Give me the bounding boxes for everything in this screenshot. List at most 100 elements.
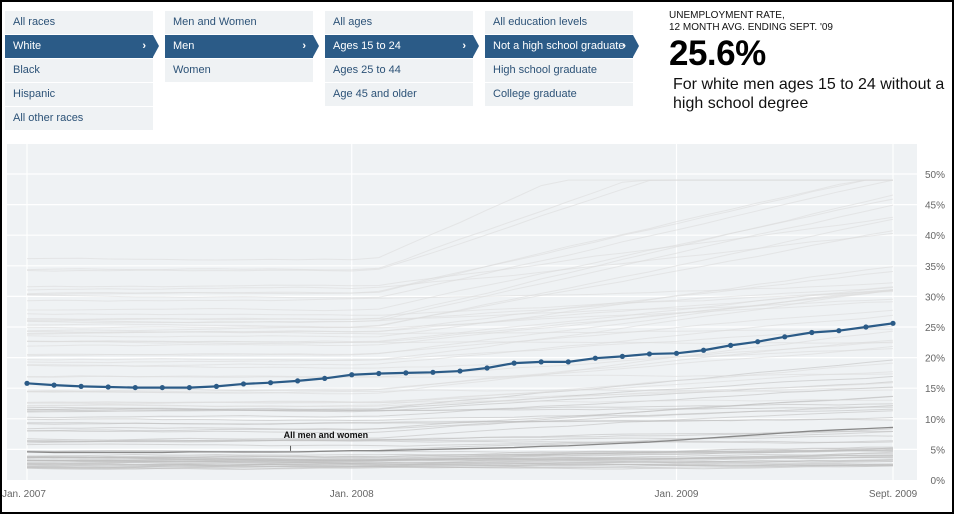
y-tick-label: 5% xyxy=(931,445,946,456)
age-option[interactable]: Ages 25 to 44 xyxy=(325,59,473,82)
background-series-line xyxy=(26,348,894,369)
data-point[interactable] xyxy=(565,359,571,365)
data-point[interactable] xyxy=(809,329,815,336)
reference-line xyxy=(26,426,894,454)
age-option-label: Ages 25 to 44 xyxy=(333,64,401,76)
data-point[interactable] xyxy=(51,382,57,388)
y-tick-label: 20% xyxy=(925,354,945,365)
background-series-line xyxy=(26,430,893,442)
education-option[interactable]: High school graduate xyxy=(485,59,633,82)
sex-option[interactable]: Men › xyxy=(165,35,319,58)
x-tick-label: Sept. 2009 xyxy=(869,489,918,500)
data-point[interactable] xyxy=(484,365,490,371)
background-series-line xyxy=(26,325,894,361)
chevron-right-icon: › xyxy=(622,40,626,52)
x-tick-label: Jan. 2009 xyxy=(655,489,699,500)
data-point[interactable] xyxy=(457,368,463,374)
data-point[interactable] xyxy=(403,370,409,376)
y-tick-label: 0% xyxy=(931,476,946,487)
data-point[interactable] xyxy=(349,372,355,378)
background-series-line xyxy=(26,286,894,324)
y-tick-label: 30% xyxy=(925,292,945,303)
data-point[interactable] xyxy=(782,334,788,340)
background-series-line xyxy=(26,465,894,470)
data-point[interactable] xyxy=(646,351,653,357)
background-series-line xyxy=(26,439,894,444)
education-option[interactable]: All education levels xyxy=(485,11,633,34)
education-filter-menu: All education levels Not a high school gr… xyxy=(485,11,639,107)
data-point[interactable] xyxy=(267,380,274,386)
race-option[interactable]: All other races xyxy=(5,107,153,130)
education-option[interactable]: College graduate xyxy=(485,83,633,106)
background-series-line xyxy=(26,399,894,405)
age-option[interactable]: All ages xyxy=(325,11,473,34)
data-point[interactable] xyxy=(376,370,382,377)
y-tick-label: 40% xyxy=(925,231,945,242)
data-point[interactable] xyxy=(673,350,680,356)
summary-label-line2: 12 MONTH AVG. ENDING SEPT. '09 xyxy=(669,22,833,33)
race-option[interactable]: Hispanic xyxy=(5,83,153,106)
data-point[interactable] xyxy=(619,353,625,359)
background-series-line xyxy=(26,216,894,288)
background-series-line xyxy=(26,266,894,338)
race-filter-menu: All races White › Black Hispanic All other ra… xyxy=(5,11,159,131)
education-option-label: High school graduate xyxy=(493,64,597,76)
background-series-line xyxy=(26,449,894,457)
background-series-line xyxy=(26,282,894,302)
data-point[interactable] xyxy=(295,378,301,384)
sex-option[interactable]: Women xyxy=(165,59,313,82)
background-series-line xyxy=(26,459,894,466)
background-series-line xyxy=(26,291,894,316)
y-tick-label: 50% xyxy=(925,170,945,181)
data-point[interactable] xyxy=(836,328,842,334)
data-point[interactable] xyxy=(538,359,544,365)
summary-label-line1: UNEMPLOYMENT RATE, xyxy=(669,10,785,21)
data-point[interactable] xyxy=(213,383,220,389)
data-point[interactable] xyxy=(132,384,138,391)
data-point[interactable] xyxy=(105,384,111,390)
education-option[interactable]: Not a high school graduate › xyxy=(485,35,639,58)
background-series-line xyxy=(26,408,894,422)
data-point[interactable] xyxy=(890,320,896,326)
data-point[interactable] xyxy=(430,369,436,375)
annotations: All men and women xyxy=(284,430,368,451)
data-point[interactable] xyxy=(728,342,734,348)
data-point[interactable] xyxy=(700,347,707,353)
data-point[interactable] xyxy=(755,339,761,345)
background-series-line xyxy=(26,287,894,343)
background-series-line xyxy=(26,345,894,393)
data-point[interactable] xyxy=(863,324,869,330)
data-point[interactable] xyxy=(240,381,247,387)
data-point[interactable] xyxy=(322,375,328,382)
background-series-line xyxy=(27,198,894,312)
background-series-line xyxy=(26,179,893,271)
y-tick-label: 25% xyxy=(925,323,945,334)
data-point[interactable] xyxy=(511,360,517,366)
age-filter-menu: All ages Ages 15 to 24 › Ages 25 to 44 Age 4… xyxy=(325,11,479,107)
race-option-label: All other races xyxy=(13,112,84,124)
chevron-right-icon: › xyxy=(462,40,466,52)
sex-option-label: Women xyxy=(173,64,211,76)
race-option[interactable]: Black xyxy=(5,59,153,82)
data-point[interactable] xyxy=(186,384,192,391)
race-option-label: Hispanic xyxy=(13,88,56,100)
chevron-right-icon: › xyxy=(142,40,146,52)
data-point[interactable] xyxy=(592,355,598,361)
background-series-line xyxy=(26,406,893,413)
data-point[interactable] xyxy=(24,380,30,386)
sex-option[interactable]: Men and Women xyxy=(165,11,313,34)
data-point[interactable] xyxy=(78,383,84,389)
race-option[interactable]: All races xyxy=(5,11,153,34)
background-series-line xyxy=(26,179,894,299)
age-option[interactable]: Age 45 and older xyxy=(325,83,473,106)
education-option-label: College graduate xyxy=(493,88,577,100)
data-point[interactable] xyxy=(159,384,165,391)
age-option[interactable]: Ages 15 to 24 › xyxy=(325,35,479,58)
background-series-line xyxy=(26,179,893,295)
background-series-line xyxy=(26,179,893,295)
y-tick-label: 35% xyxy=(925,262,945,273)
race-option[interactable]: White › xyxy=(5,35,159,58)
age-option-label: Age 45 and older xyxy=(333,88,417,100)
y-tick-label: 45% xyxy=(925,201,945,212)
